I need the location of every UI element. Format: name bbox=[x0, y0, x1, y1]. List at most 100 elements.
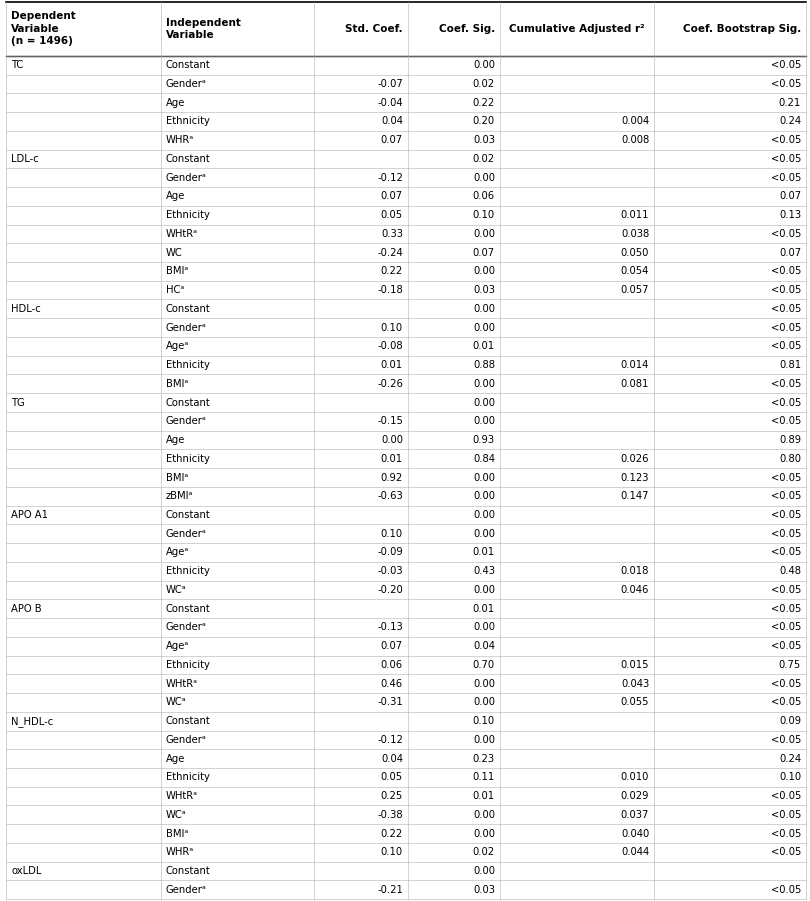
Text: 0.10: 0.10 bbox=[381, 847, 403, 858]
Text: 0.00: 0.00 bbox=[473, 678, 495, 688]
Text: 0.10: 0.10 bbox=[381, 529, 403, 539]
Text: <0.05: <0.05 bbox=[771, 529, 801, 539]
Text: 0.33: 0.33 bbox=[381, 229, 403, 239]
Text: 0.00: 0.00 bbox=[473, 810, 495, 820]
Text: -0.13: -0.13 bbox=[377, 623, 403, 633]
Text: WCᵃ: WCᵃ bbox=[165, 585, 186, 595]
Text: 0.00: 0.00 bbox=[473, 323, 495, 332]
Text: 0.10: 0.10 bbox=[779, 772, 801, 782]
Text: -0.20: -0.20 bbox=[377, 585, 403, 595]
Text: 0.10: 0.10 bbox=[381, 323, 403, 332]
Text: -0.63: -0.63 bbox=[377, 491, 403, 501]
Text: <0.05: <0.05 bbox=[771, 60, 801, 70]
Text: <0.05: <0.05 bbox=[771, 304, 801, 314]
Text: <0.05: <0.05 bbox=[771, 229, 801, 239]
Text: <0.05: <0.05 bbox=[771, 735, 801, 745]
Text: <0.05: <0.05 bbox=[771, 847, 801, 858]
Text: 0.43: 0.43 bbox=[473, 566, 495, 577]
Text: <0.05: <0.05 bbox=[771, 135, 801, 145]
Text: Constant: Constant bbox=[165, 60, 211, 70]
Text: -0.03: -0.03 bbox=[377, 566, 403, 577]
Text: <0.05: <0.05 bbox=[771, 397, 801, 407]
Text: WHtRᵃ: WHtRᵃ bbox=[165, 229, 198, 239]
Text: Constant: Constant bbox=[165, 866, 211, 876]
Text: <0.05: <0.05 bbox=[771, 267, 801, 277]
Text: 0.88: 0.88 bbox=[473, 360, 495, 370]
Text: 0.13: 0.13 bbox=[779, 210, 801, 220]
Text: Ethnicity: Ethnicity bbox=[165, 772, 210, 782]
Text: <0.05: <0.05 bbox=[771, 829, 801, 839]
Text: <0.05: <0.05 bbox=[771, 510, 801, 520]
Text: 0.03: 0.03 bbox=[473, 135, 495, 145]
Text: 0.00: 0.00 bbox=[473, 623, 495, 633]
Text: -0.24: -0.24 bbox=[377, 248, 403, 258]
Text: <0.05: <0.05 bbox=[771, 341, 801, 351]
Text: -0.31: -0.31 bbox=[377, 697, 403, 707]
Text: APO B: APO B bbox=[11, 604, 42, 614]
Text: Coef. Sig.: Coef. Sig. bbox=[439, 23, 495, 34]
Text: 0.07: 0.07 bbox=[381, 191, 403, 202]
Text: 0.81: 0.81 bbox=[779, 360, 801, 370]
Text: 0.011: 0.011 bbox=[620, 210, 649, 220]
Text: -0.12: -0.12 bbox=[377, 173, 403, 183]
Text: 0.21: 0.21 bbox=[779, 97, 801, 108]
Text: Genderᵃ: Genderᵃ bbox=[165, 323, 207, 332]
Text: <0.05: <0.05 bbox=[771, 885, 801, 895]
Text: -0.07: -0.07 bbox=[377, 79, 403, 89]
Text: 0.24: 0.24 bbox=[779, 116, 801, 126]
Text: 0.05: 0.05 bbox=[381, 210, 403, 220]
Text: 0.22: 0.22 bbox=[381, 829, 403, 839]
Text: Genderᵃ: Genderᵃ bbox=[165, 416, 207, 426]
Text: -0.21: -0.21 bbox=[377, 885, 403, 895]
Text: 0.018: 0.018 bbox=[620, 566, 649, 577]
Text: 0.48: 0.48 bbox=[779, 566, 801, 577]
Text: 0.046: 0.046 bbox=[620, 585, 649, 595]
Text: TC: TC bbox=[11, 60, 23, 70]
Text: <0.05: <0.05 bbox=[771, 585, 801, 595]
Text: 0.02: 0.02 bbox=[473, 154, 495, 164]
Text: <0.05: <0.05 bbox=[771, 79, 801, 89]
Text: Age: Age bbox=[165, 753, 185, 764]
Text: Cumulative Adjusted r²: Cumulative Adjusted r² bbox=[509, 23, 645, 34]
Text: 0.11: 0.11 bbox=[473, 772, 495, 782]
Text: Ageᵃ: Ageᵃ bbox=[165, 642, 189, 651]
Text: Ethnicity: Ethnicity bbox=[165, 116, 210, 126]
Text: 0.004: 0.004 bbox=[621, 116, 649, 126]
Text: 0.081: 0.081 bbox=[620, 378, 649, 389]
Text: <0.05: <0.05 bbox=[771, 604, 801, 614]
Text: 0.147: 0.147 bbox=[620, 491, 649, 501]
Text: -0.09: -0.09 bbox=[377, 548, 403, 558]
Text: 0.010: 0.010 bbox=[620, 772, 649, 782]
Text: Genderᵃ: Genderᵃ bbox=[165, 79, 207, 89]
Text: <0.05: <0.05 bbox=[771, 810, 801, 820]
Text: 0.040: 0.040 bbox=[621, 829, 649, 839]
Text: <0.05: <0.05 bbox=[771, 548, 801, 558]
Text: 0.07: 0.07 bbox=[779, 248, 801, 258]
Text: <0.05: <0.05 bbox=[771, 154, 801, 164]
Text: 0.00: 0.00 bbox=[473, 866, 495, 876]
Text: 0.00: 0.00 bbox=[473, 378, 495, 389]
Text: Genderᵃ: Genderᵃ bbox=[165, 735, 207, 745]
Text: BMIᵃ: BMIᵃ bbox=[165, 267, 188, 277]
Text: -0.04: -0.04 bbox=[377, 97, 403, 108]
Text: oxLDL: oxLDL bbox=[11, 866, 42, 876]
Text: 0.05: 0.05 bbox=[381, 772, 403, 782]
Text: 0.01: 0.01 bbox=[473, 548, 495, 558]
Text: 0.03: 0.03 bbox=[473, 885, 495, 895]
Text: Constant: Constant bbox=[165, 510, 211, 520]
Text: -0.15: -0.15 bbox=[377, 416, 403, 426]
Text: 0.06: 0.06 bbox=[381, 660, 403, 670]
Text: -0.12: -0.12 bbox=[377, 735, 403, 745]
Text: Ageᵃ: Ageᵃ bbox=[165, 341, 189, 351]
Text: 0.10: 0.10 bbox=[473, 716, 495, 726]
Text: BMIᵃ: BMIᵃ bbox=[165, 472, 188, 483]
Text: <0.05: <0.05 bbox=[771, 173, 801, 183]
Text: 0.22: 0.22 bbox=[381, 267, 403, 277]
Text: <0.05: <0.05 bbox=[771, 642, 801, 651]
Text: <0.05: <0.05 bbox=[771, 416, 801, 426]
Text: 0.07: 0.07 bbox=[779, 191, 801, 202]
Text: -0.08: -0.08 bbox=[377, 341, 403, 351]
Text: WHtRᵃ: WHtRᵃ bbox=[165, 678, 198, 688]
Text: BMIᵃ: BMIᵃ bbox=[165, 829, 188, 839]
Text: -0.38: -0.38 bbox=[377, 810, 403, 820]
